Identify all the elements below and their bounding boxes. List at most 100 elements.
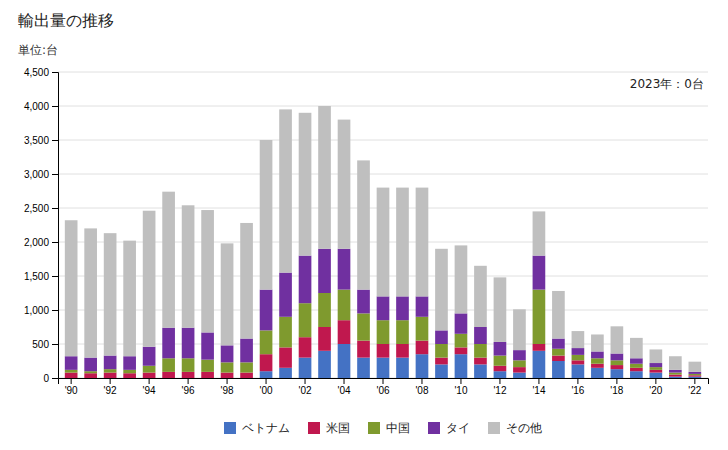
bar [143,211,156,347]
y-tick-label: 500 [32,339,49,350]
legend-label: 米国 [326,421,350,435]
y-tick-mark [52,106,58,107]
bar [240,362,253,372]
bar [338,320,351,344]
bar [123,373,136,378]
x-tick-label: '16 [571,385,584,396]
bar [455,334,468,348]
legend-item: その他 [488,421,542,435]
bar [650,363,663,367]
bar [591,368,604,378]
bar [572,331,585,348]
bar [435,344,448,358]
y-tick: 0 [43,373,58,384]
bar [474,344,487,358]
x-tick: '90 [65,378,78,396]
bar [357,313,370,340]
y-tick-mark [52,208,58,209]
bar [279,317,292,348]
bar [416,317,429,341]
bar [201,210,214,332]
y-tick-label: 4,000 [24,101,49,112]
x-tick: '20 [649,378,662,396]
bar [474,327,487,344]
x-tick-label: '02 [299,385,312,396]
bar [162,192,175,328]
bar [611,365,624,369]
bar [260,371,273,378]
bar [669,373,682,375]
x-tick-mark [344,378,345,384]
bar [416,341,429,355]
bar [182,205,195,327]
bar [84,228,97,357]
bar [630,364,643,368]
bar [221,345,234,362]
x-tick-label: '92 [104,385,117,396]
x-tick: '04 [337,378,350,396]
bar [669,356,682,370]
bar [513,309,526,350]
bar [513,360,526,367]
bar [221,243,234,345]
bar [279,273,292,317]
bar [474,266,487,327]
x-tick-label: '22 [688,385,701,396]
bar [240,339,253,363]
x-tick-label: '12 [493,385,506,396]
y-tick: 3,000 [24,169,58,180]
x-tick-mark [227,378,228,384]
bar [65,220,78,356]
legend-swatch [488,422,500,434]
bar [65,370,78,373]
bar [572,360,585,364]
bar [611,354,624,361]
y-tick-label: 3,500 [24,135,49,146]
bars [65,106,701,378]
bar [357,160,370,289]
grid-line [58,106,708,107]
bar [162,372,175,378]
x-tick-mark [383,378,384,384]
bar [552,349,565,356]
bar [435,358,448,365]
bar [689,374,702,375]
x-tick: '18 [610,378,623,396]
x-tick-label: '06 [376,385,389,396]
bar [416,354,429,378]
bar [494,356,507,366]
x-tick-mark [421,378,422,384]
bar [533,290,546,344]
y-tick-label: 4,500 [24,67,49,78]
bar [474,364,487,378]
bar [240,373,253,378]
bar [279,368,292,378]
bar [455,245,468,313]
bar [591,334,604,351]
bar [513,350,526,360]
bar [611,326,624,353]
x-tick: '10 [454,378,467,396]
bar [299,358,312,378]
series [65,320,701,378]
x-tick-label: '00 [260,385,273,396]
bar [377,344,390,358]
bar [396,358,409,378]
x-tick: '12 [493,378,506,396]
y-tick: 3,500 [24,135,58,146]
y-axis-line [52,73,59,379]
legend-label: その他 [506,421,542,435]
bar [572,364,585,378]
bar [377,320,390,344]
bar [494,371,507,378]
legend-item: ベトナム [224,421,290,435]
bar [630,368,643,371]
bar [182,358,195,372]
y-tick-label: 1,000 [24,305,49,316]
x-tick-label: '98 [221,385,234,396]
bar [201,360,214,372]
y-tick-label: 3,000 [24,169,49,180]
bar [455,347,468,354]
x-tick-mark [655,378,656,384]
x-tick: '02 [299,378,312,396]
